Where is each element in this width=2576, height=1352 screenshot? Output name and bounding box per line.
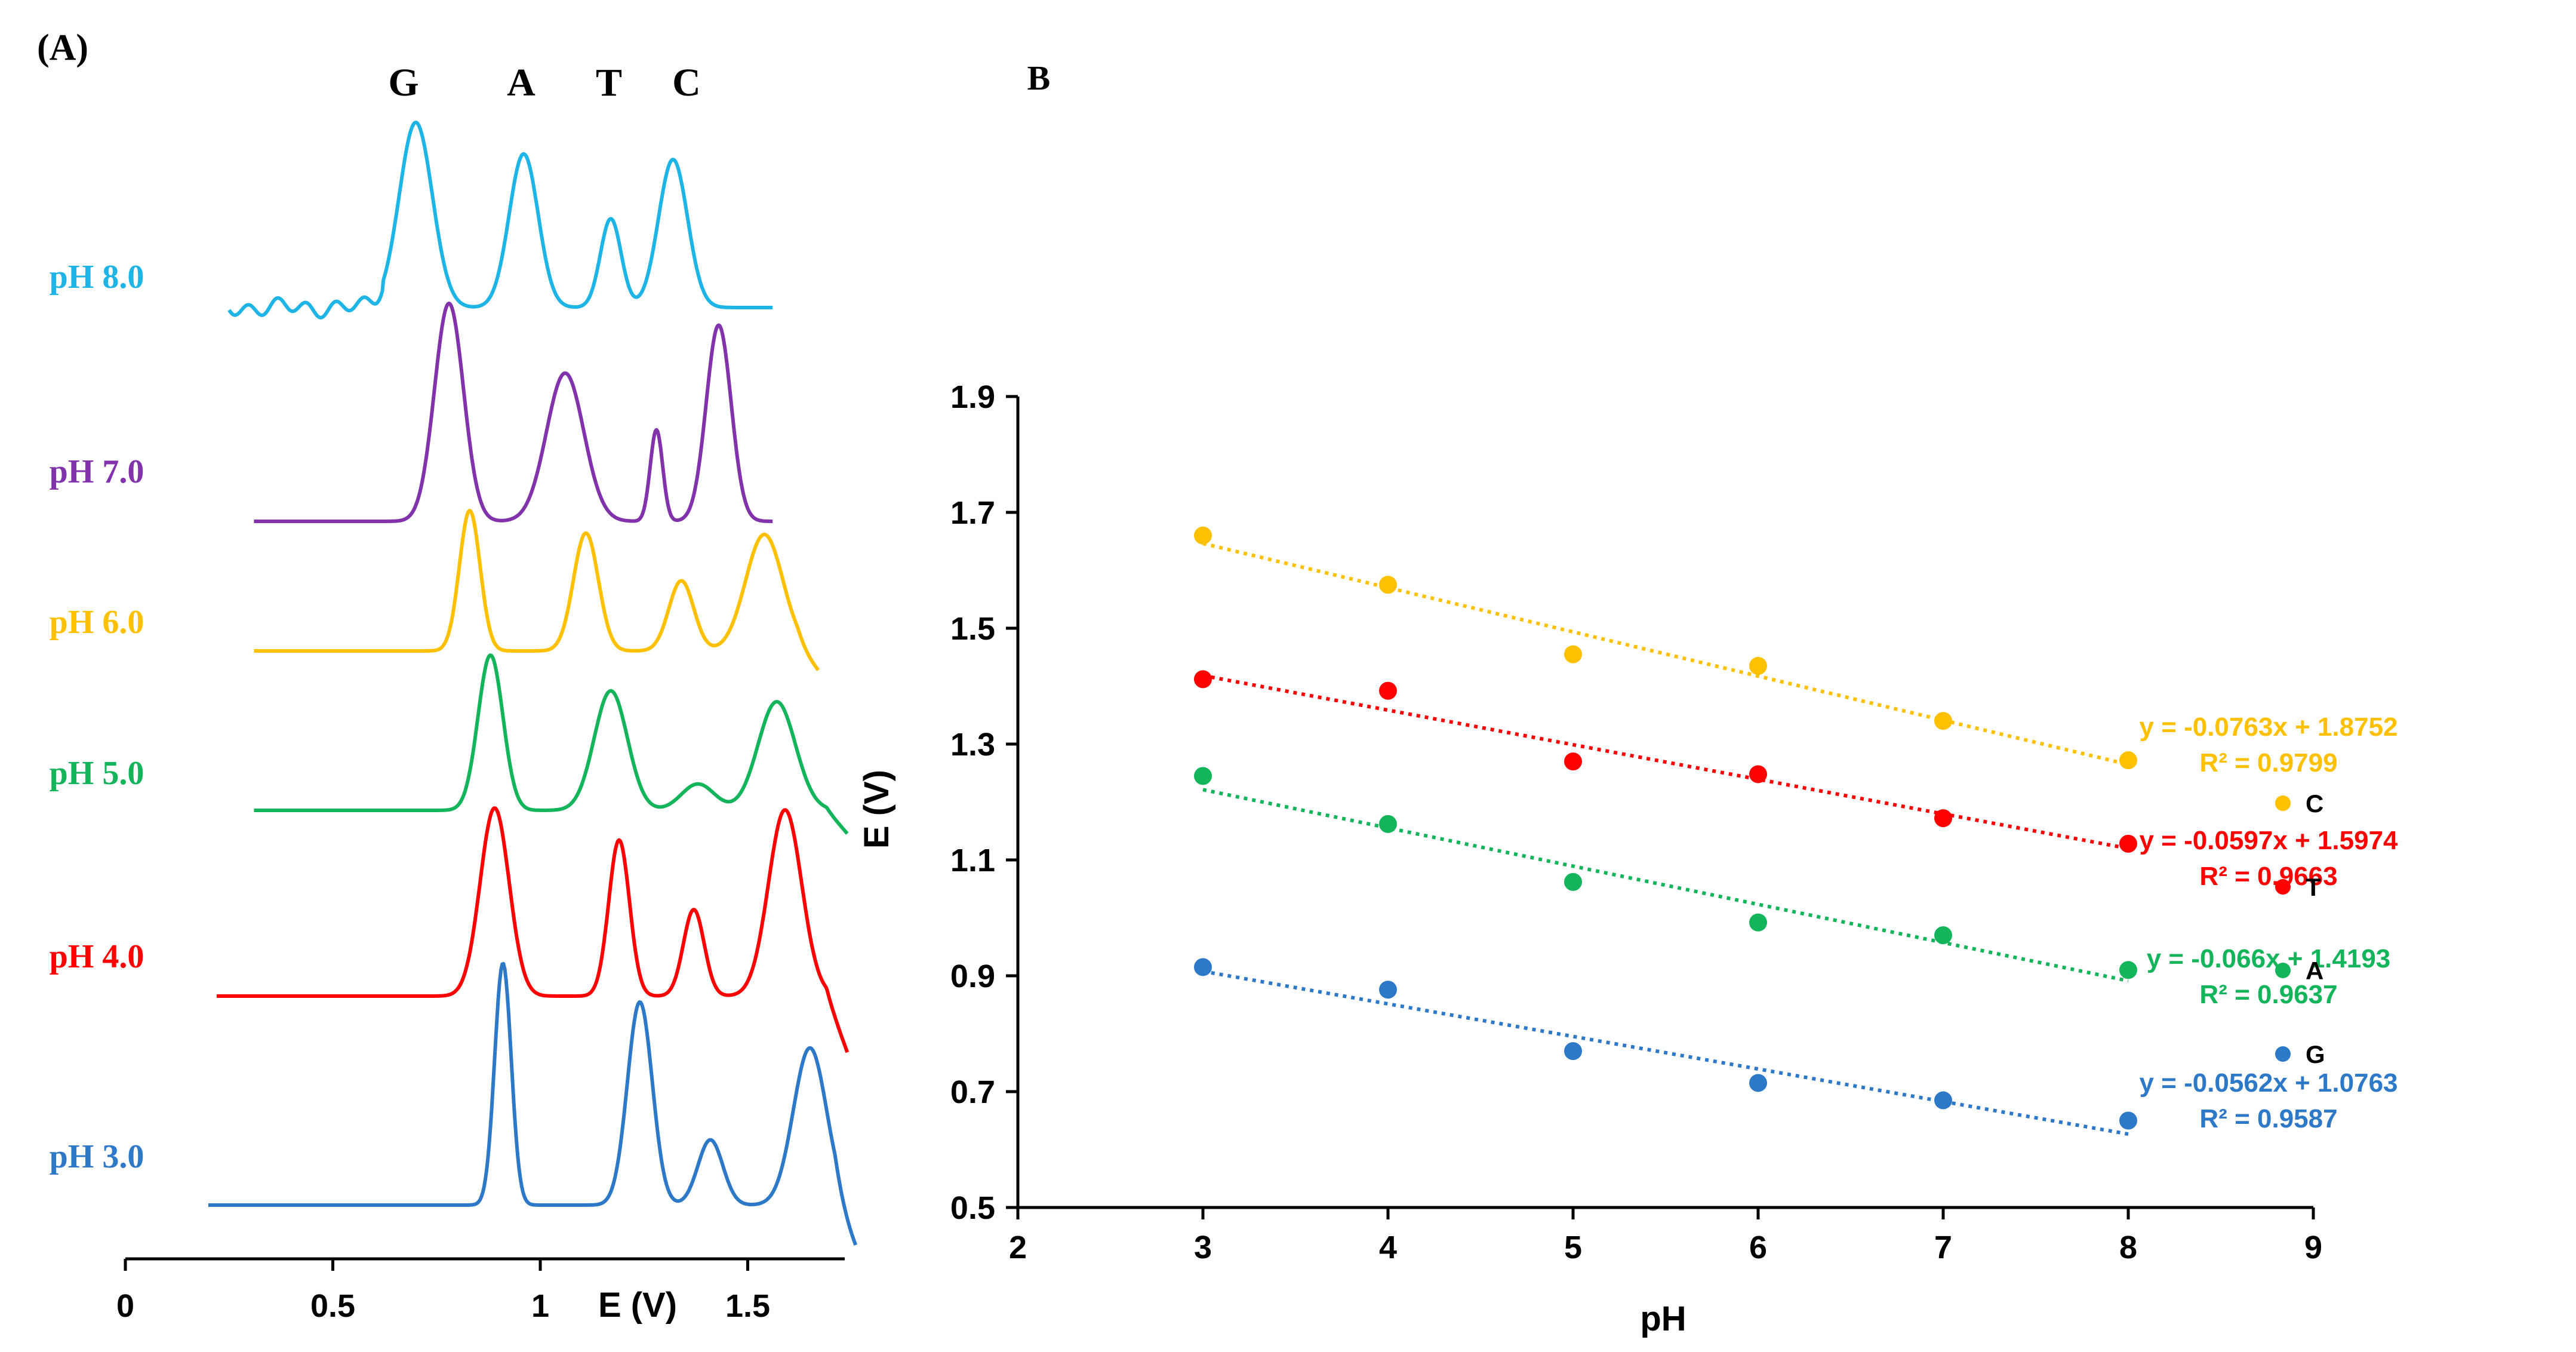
panel-b-y-tick-label: 0.9 [950, 958, 995, 994]
panel-b-y-tick-label: 0.5 [950, 1190, 995, 1226]
data-point-a [1564, 872, 1582, 891]
fit-r-squared: R² = 0.9587 [2199, 1104, 2337, 1133]
panel-b-x-label: pH [1640, 1299, 1686, 1338]
data-point-t [1194, 670, 1212, 689]
data-point-c [1749, 657, 1767, 675]
panel-b-y-tick-label: 1.5 [950, 611, 995, 647]
panel-b-y-tick-label: 1.1 [950, 843, 995, 878]
panel-b-x-tick-label: 8 [2119, 1230, 2137, 1265]
data-point-a [1194, 767, 1212, 785]
panel-a-tick-label: 1 [531, 1288, 549, 1324]
panel-a-tick-label: 1.5 [725, 1288, 770, 1324]
data-point-g [2119, 1111, 2137, 1130]
fit-equation: y = -0.0763x + 1.8752 [2139, 712, 2398, 742]
trendline-c [1202, 542, 2129, 767]
peak-labels: G A T C [388, 61, 701, 105]
peak-label-a: A [507, 61, 535, 105]
curve-label: pH 4.0 [50, 938, 144, 975]
data-point-a [2119, 961, 2137, 979]
panel-b-y-label: E (V) [857, 770, 896, 849]
data-point-g [1564, 1042, 1582, 1061]
series-g: y = -0.0562x + 1.0763 R² = 0.9587 G [1194, 958, 2398, 1136]
legend-label: G [2306, 1040, 2325, 1068]
panel-b-y-tick-label: 0.7 [950, 1074, 995, 1110]
legend-label: A [2306, 957, 2323, 985]
data-point-a [1934, 926, 1952, 945]
panel-b-x-tick-label: 7 [1934, 1230, 1952, 1265]
fit-equation: y = -0.0562x + 1.0763 [2139, 1068, 2398, 1098]
legend-label: T [2306, 873, 2321, 901]
data-point-a [1379, 815, 1397, 833]
data-point-a [1749, 913, 1767, 932]
fit-equation: y = -0.066x + 1.4193 [2147, 944, 2391, 973]
curve-label: pH 6.0 [50, 604, 144, 641]
data-point-g [1934, 1091, 1952, 1110]
voltammogram-ph-8-0 [227, 121, 774, 319]
panel-b-x-tick-label: 3 [1194, 1230, 1212, 1265]
data-point-c [1379, 576, 1397, 594]
data-point-t [1379, 681, 1397, 700]
trendline-a [1202, 788, 2129, 983]
panel-b-x-tick-label: 5 [1564, 1230, 1582, 1265]
curve-label: pH 7.0 [50, 453, 144, 490]
panel-a-tick-label: 0 [116, 1288, 134, 1324]
trendline-t [1202, 674, 2129, 850]
voltammogram-ph-5-0 [253, 653, 849, 835]
peak-label-c: C [672, 61, 701, 105]
fit-r-squared: R² = 0.9799 [2199, 748, 2337, 778]
trendline-g [1202, 969, 2129, 1136]
data-point-g [1194, 958, 1212, 976]
data-point-t [1934, 809, 1952, 828]
data-point-c [1934, 712, 1952, 730]
legend-marker [2275, 795, 2291, 811]
data-point-c [1564, 645, 1582, 663]
legend-marker [2275, 963, 2291, 978]
voltammogram-ph-6-0 [253, 509, 820, 671]
data-point-g [1749, 1074, 1767, 1092]
panel-b-y-tick-label: 1.3 [950, 727, 995, 763]
data-point-t [2119, 834, 2137, 853]
panel-a-tick-label: 0.5 [310, 1288, 355, 1324]
panel-b-x-tick-label: 6 [1749, 1230, 1767, 1265]
series-c: y = -0.0763x + 1.8752 R² = 0.9799 C [1194, 526, 2398, 818]
data-point-t [1564, 752, 1582, 771]
panel-a-x-label: E (V) [598, 1286, 677, 1325]
fit-r-squared: R² = 0.9637 [2199, 980, 2337, 1009]
panel-b-x-tick-label: 2 [1009, 1230, 1027, 1265]
legend-marker [2275, 1046, 2291, 1062]
data-point-c [2119, 751, 2137, 770]
voltammogram-curves: pH 8.0 pH 7.0 pH 6.0 pH 5.0 pH 4.0 pH 3.0 [50, 121, 858, 1246]
curve-label: pH 5.0 [50, 755, 144, 792]
fit-r-squared: R² = 0.9663 [2199, 862, 2337, 891]
panel-b-plot: 2 3 4 5 6 7 8 9 0.5 0.7 0.9 1.1 1.3 1.5 1.7 1.9 y = -0.0… [950, 379, 2398, 1265]
voltammogram-ph-7-0 [253, 302, 774, 523]
fit-equation: y = -0.0597x + 1.5974 [2139, 826, 2398, 855]
panel-b-label: B [1027, 59, 1051, 97]
peak-label-t: T [596, 61, 622, 105]
data-point-t [1749, 765, 1767, 783]
panel-b-y-tick-label: 1.7 [950, 495, 995, 531]
voltammogram-ph-4-0 [216, 806, 850, 1053]
panel-a-x-axis: 0 0.5 1 1.5 [116, 1257, 845, 1324]
voltammogram-ph-3-0 [208, 961, 858, 1246]
curve-label: pH 8.0 [50, 259, 144, 296]
data-point-c [1194, 526, 1212, 545]
peak-label-g: G [388, 61, 418, 105]
panel-b-y-tick-label: 1.9 [950, 379, 995, 415]
data-point-g [1379, 981, 1397, 999]
legend-marker [2275, 879, 2291, 895]
panel-b-x-tick-label: 4 [1379, 1230, 1397, 1265]
curve-label: pH 3.0 [50, 1138, 144, 1175]
panel-b-x-tick-label: 9 [2304, 1230, 2322, 1265]
legend-label: C [2306, 789, 2323, 818]
panel-a-label: (A) [37, 27, 88, 68]
